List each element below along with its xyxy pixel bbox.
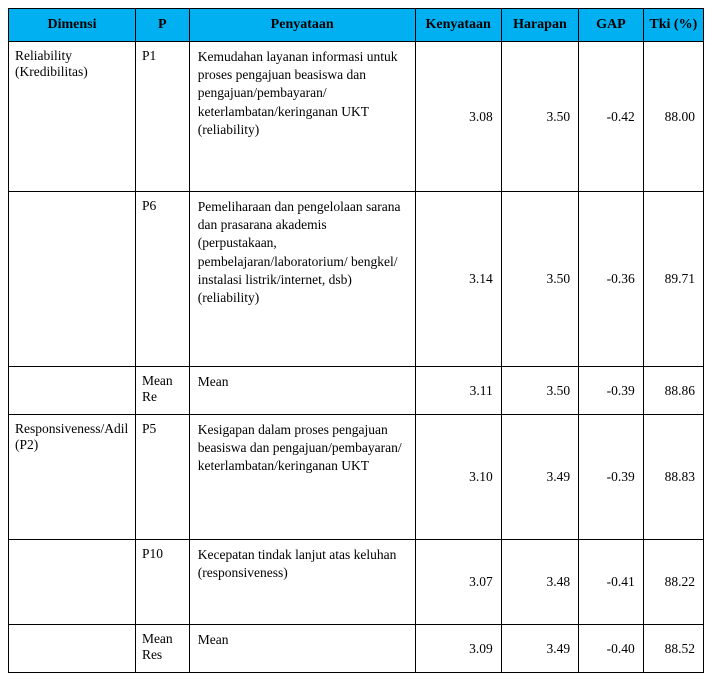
cell-harapan: 3.49	[501, 625, 578, 673]
header-tki: Tki (%)	[643, 9, 703, 42]
header-kenyataan: Kenyataan	[415, 9, 501, 42]
cell-gap: -0.36	[579, 192, 644, 367]
cell-tki: 88.86	[643, 367, 703, 415]
cell-tki: 88.00	[643, 42, 703, 192]
table-body: Reliability (Kredibilitas)P1Kemudahan la…	[9, 42, 704, 673]
cell-gap: -0.39	[579, 367, 644, 415]
cell-p: P5	[135, 415, 189, 540]
cell-tki: 88.52	[643, 625, 703, 673]
cell-dimensi	[9, 540, 136, 625]
cell-kenyataan: 3.11	[415, 367, 501, 415]
cell-gap: -0.40	[579, 625, 644, 673]
cell-kenyataan: 3.07	[415, 540, 501, 625]
cell-harapan: 3.49	[501, 415, 578, 540]
header-harapan: Harapan	[501, 9, 578, 42]
table-row: Reliability (Kredibilitas)P1Kemudahan la…	[9, 42, 704, 192]
cell-kenyataan: 3.08	[415, 42, 501, 192]
cell-dimensi: Reliability (Kredibilitas)	[9, 42, 136, 192]
cell-p: P1	[135, 42, 189, 192]
table-row: P6Pemeliharaan dan pengelolaan sarana da…	[9, 192, 704, 367]
cell-kenyataan: 3.10	[415, 415, 501, 540]
cell-dimensi	[9, 192, 136, 367]
service-quality-table: Dimensi P Penyataan Kenyataan Harapan GA…	[8, 8, 704, 673]
cell-dimensi	[9, 625, 136, 673]
cell-statement: Kesigapan dalam proses pengajuan beasisw…	[189, 415, 415, 540]
cell-p: Mean Res	[135, 625, 189, 673]
cell-tki: 88.22	[643, 540, 703, 625]
cell-statement: Pemeliharaan dan pengelolaan sarana dan …	[189, 192, 415, 367]
cell-p: P10	[135, 540, 189, 625]
cell-harapan: 3.48	[501, 540, 578, 625]
cell-kenyataan: 3.14	[415, 192, 501, 367]
table-row: Mean ResMean3.093.49-0.4088.52	[9, 625, 704, 673]
cell-dimensi	[9, 367, 136, 415]
cell-harapan: 3.50	[501, 192, 578, 367]
table-row: Responsiveness/Adil (P2)P5Kesigapan dala…	[9, 415, 704, 540]
header-dimensi: Dimensi	[9, 9, 136, 42]
cell-gap: -0.39	[579, 415, 644, 540]
cell-tki: 89.71	[643, 192, 703, 367]
cell-statement: Kemudahan layanan informasi untuk proses…	[189, 42, 415, 192]
cell-harapan: 3.50	[501, 42, 578, 192]
header-gap: GAP	[579, 9, 644, 42]
cell-gap: -0.41	[579, 540, 644, 625]
table-row: Mean ReMean3.113.50-0.3988.86	[9, 367, 704, 415]
cell-tki: 88.83	[643, 415, 703, 540]
cell-statement: Mean	[189, 367, 415, 415]
cell-statement: Mean	[189, 625, 415, 673]
cell-kenyataan: 3.09	[415, 625, 501, 673]
table-row: P10Kecepatan tindak lanjut atas keluhan …	[9, 540, 704, 625]
cell-statement: Kecepatan tindak lanjut atas keluhan (re…	[189, 540, 415, 625]
cell-harapan: 3.50	[501, 367, 578, 415]
cell-p: P6	[135, 192, 189, 367]
cell-dimensi: Responsiveness/Adil (P2)	[9, 415, 136, 540]
header-p: P	[135, 9, 189, 42]
cell-p: Mean Re	[135, 367, 189, 415]
header-penyataan: Penyataan	[189, 9, 415, 42]
cell-gap: -0.42	[579, 42, 644, 192]
table-header-row: Dimensi P Penyataan Kenyataan Harapan GA…	[9, 9, 704, 42]
